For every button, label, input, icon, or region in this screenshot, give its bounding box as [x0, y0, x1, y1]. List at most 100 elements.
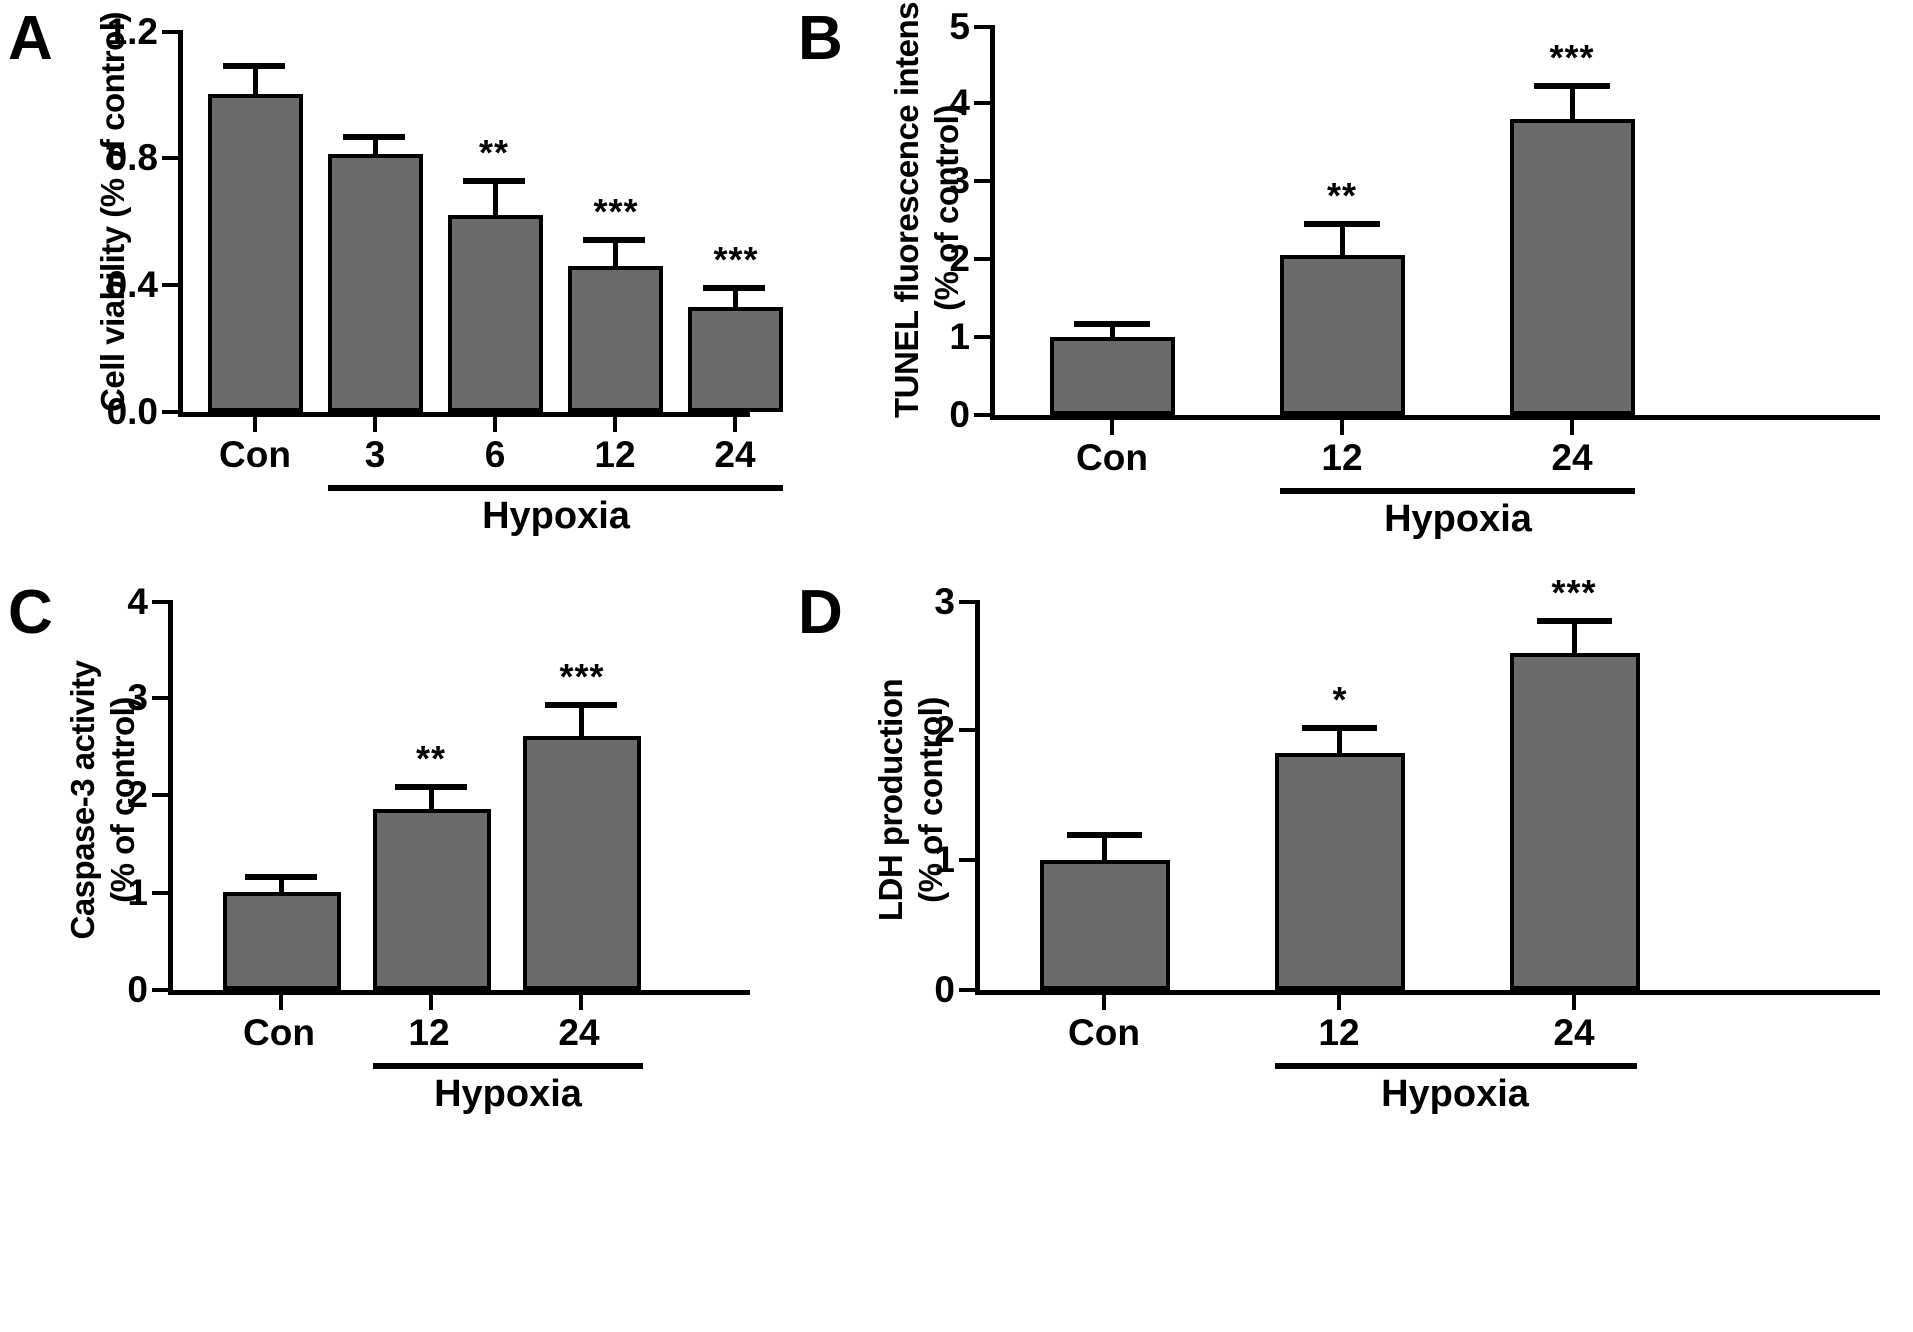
panel-a-xtick-4	[733, 415, 737, 432]
panel-b-errorcap-con	[1074, 321, 1150, 327]
panel-b-ytick-1	[974, 335, 990, 339]
panel-c-significance-12: **	[415, 738, 447, 779]
panel-d-errorcap-12	[1302, 725, 1377, 731]
panel-d-errorbar-24	[1572, 620, 1577, 656]
panel-b-ytick-label-0: 0	[949, 394, 970, 435]
panel-c-errorbar-con	[279, 876, 284, 895]
panel-b-bar-12	[1280, 255, 1405, 415]
panel-d-plot: 0 1 2 3 * *** Con 12 24 Hypoxia	[934, 575, 1880, 1113]
panel-d-hypoxia-label: Hypoxia	[1381, 1073, 1529, 1115]
panel-d-ytick-label-2: 2	[934, 709, 955, 750]
panel-c-errorbar-24	[579, 704, 584, 739]
panel-d-ytick-3	[959, 600, 975, 604]
panel-b-ytick-3	[974, 179, 990, 183]
panel-c-x-axis	[168, 990, 750, 995]
panel-b-y-axis-label-line1: TUNEL fluorescence intensity	[888, 0, 925, 418]
panel-d-y-axis-label-line2: (% of control)	[912, 697, 949, 903]
panel-a-significance-12: ***	[593, 191, 639, 232]
panel-b-xtick-1	[1340, 418, 1344, 435]
panel-d-ytick-label-1: 1	[934, 839, 955, 880]
panel-a-letter: A	[8, 4, 53, 73]
panel-b-errorbar-con	[1110, 323, 1115, 340]
panel-c-ytick-4	[152, 600, 168, 604]
panel-c-xtick-2	[579, 993, 583, 1010]
panel-a-errorbar-con	[253, 65, 258, 97]
panel-a-bar-6	[448, 215, 543, 412]
panel-a-errorcap-24	[703, 285, 765, 291]
panel-b-ytick-label-1: 1	[949, 316, 970, 357]
panel-b-hypoxia-bracket	[1280, 488, 1635, 494]
panel-a-y-axis-label: Cell viability (% of control)	[94, 12, 131, 412]
panel-a-xtick-label-12: 12	[594, 434, 636, 475]
panel-d-errorbar-12	[1337, 727, 1342, 756]
panel-d-y-axis	[975, 600, 980, 990]
panel-a-xtick-label-3: 3	[364, 434, 386, 475]
panel-a-errorcap-6	[463, 178, 525, 184]
panel-a-bar-12	[568, 266, 663, 412]
panel-c-errorcap-24	[545, 702, 617, 708]
panel-b-errorbar-24	[1570, 85, 1575, 122]
panel-d-xtick-label-12: 12	[1318, 1012, 1360, 1053]
panel-c-hypoxia-bracket	[373, 1063, 643, 1069]
panel-a-ytick-label-1: 0.4	[106, 264, 158, 305]
panel-a-ytick-1	[162, 283, 178, 287]
panel-c-errorcap-con	[245, 874, 317, 880]
panel-c-ytick-label-3: 3	[127, 677, 148, 718]
panel-d-xtick-1	[1337, 993, 1341, 1010]
panel-a-significance-6: **	[478, 132, 510, 173]
panel-c: C Caspase-3 activity (% of control) 0 1 …	[0, 570, 790, 1332]
panel-a-x-axis	[178, 412, 750, 417]
panel-a-errorbar-24	[733, 287, 738, 310]
panel-a-xtick-3	[613, 415, 617, 432]
panel-b-xtick-label-24: 24	[1551, 437, 1593, 478]
panel-c-xtick-label-24: 24	[558, 1012, 600, 1053]
panel-d-significance-24: ***	[1551, 572, 1597, 613]
panel-c-bar-12	[373, 809, 491, 990]
panel-b-letter: B	[798, 4, 843, 73]
panel-c-bar-con	[223, 892, 341, 990]
panel-a-ytick-2	[162, 156, 178, 160]
panel-d-y-axis-label-line1: LDH production	[872, 678, 909, 922]
panel-c-errorbar-12	[429, 786, 434, 812]
panel-d: D LDH production (% of control) 0 1 2 3 …	[790, 570, 1913, 1332]
panel-c-xtick-0	[279, 993, 283, 1010]
panel-c-hypoxia-label: Hypoxia	[434, 1073, 582, 1115]
panel-b-ytick-label-3: 3	[949, 160, 970, 201]
panel-a-ytick-label-2: 0.8	[106, 137, 158, 178]
panel-b-errorcap-24	[1534, 83, 1610, 89]
panel-c-ytick-0	[152, 988, 168, 992]
panel-c-ytick-3	[152, 696, 168, 700]
panel-d-ytick-0	[959, 988, 975, 992]
panel-a-significance-24: ***	[713, 239, 759, 280]
panel-c-ytick-label-0: 0	[127, 969, 148, 1010]
panel-d-bar-12	[1275, 753, 1405, 990]
panel-b-ytick-5	[974, 25, 990, 29]
panel-a-xtick-1	[373, 415, 377, 432]
panel-b-errorcap-12	[1304, 221, 1380, 227]
panel-b-hypoxia-label: Hypoxia	[1384, 498, 1532, 540]
panel-c-plot: 0 1 2 3 4 ** *** Con 12 24 Hypoxia	[127, 583, 750, 1113]
panel-d-xtick-2	[1572, 993, 1576, 1010]
panel-c-bar-24	[523, 736, 641, 990]
panel-a-bar-3	[328, 154, 423, 412]
panel-a-xtick-2	[493, 415, 497, 432]
panel-b-ytick-label-2: 2	[949, 238, 970, 279]
panel-a-ytick-label-0: 0.0	[106, 391, 158, 432]
panel-b-bar-con	[1050, 337, 1175, 415]
panel-c-y-axis	[168, 600, 173, 990]
panel-a-ytick-0	[162, 410, 178, 414]
panel-d-ytick-2	[959, 728, 975, 732]
panel-d-xtick-0	[1102, 993, 1106, 1010]
panel-b-ytick-2	[974, 257, 990, 261]
panel-a: A Cell viability (% of control) 0.0 0.4 …	[0, 0, 790, 540]
panel-d-errorcap-con	[1067, 832, 1142, 838]
panel-d-letter: D	[798, 578, 843, 647]
panel-b-xtick-label-con: Con	[1076, 437, 1148, 478]
panel-a-xtick-label-6: 6	[484, 434, 506, 475]
panel-d-bar-con	[1040, 860, 1170, 990]
panel-d-ytick-label-3: 3	[934, 581, 955, 622]
panel-c-ytick-2	[152, 793, 168, 797]
panel-b-errorbar-12	[1340, 223, 1345, 258]
panel-b-xtick-0	[1110, 418, 1114, 435]
